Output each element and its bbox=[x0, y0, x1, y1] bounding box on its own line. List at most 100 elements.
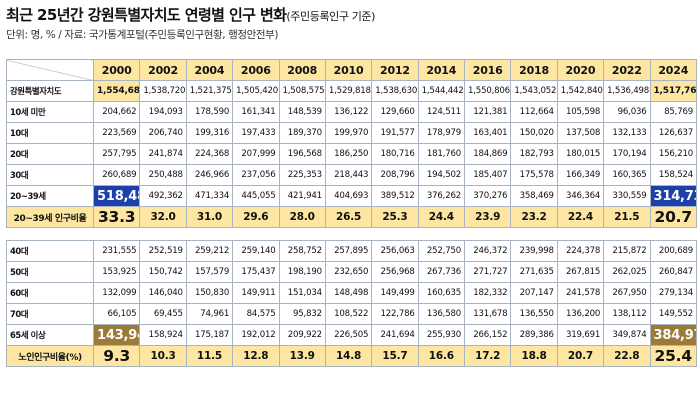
table-cell: 267,950 bbox=[603, 282, 651, 304]
table-cell: 252,750 bbox=[417, 240, 466, 262]
year-header: 2018 bbox=[510, 59, 558, 81]
table-cell: 1,543,052 bbox=[510, 80, 558, 102]
table-cell: 146,040 bbox=[139, 282, 187, 304]
table-cell: 1,554,688 bbox=[92, 80, 141, 102]
row-label: 20~39세 인구비율 bbox=[6, 206, 94, 228]
gap-cell bbox=[650, 227, 697, 241]
row-label: 50대 bbox=[6, 261, 94, 283]
table-cell: 20.7 bbox=[649, 206, 697, 228]
table-cell: 199,316 bbox=[185, 122, 234, 144]
section-gap bbox=[6, 227, 697, 241]
table-cell: 207,147 bbox=[510, 282, 558, 304]
table-cell: 74,961 bbox=[185, 303, 234, 325]
table-cell: 256,063 bbox=[371, 240, 419, 262]
table-cell: 158,924 bbox=[139, 324, 187, 346]
year-header: 2010 bbox=[324, 59, 373, 81]
table-cell: 215,872 bbox=[603, 240, 651, 262]
table-cell: 153,925 bbox=[92, 261, 141, 283]
data-row: 40대 231,555 252,519 259,212 259,140 258,752 25… bbox=[6, 240, 697, 262]
table-cell: 445,055 bbox=[232, 185, 280, 207]
table-cell: 15.7 bbox=[371, 345, 419, 367]
table-cell: 241,694 bbox=[371, 324, 419, 346]
table-cell: 136,122 bbox=[324, 101, 373, 123]
table-cell: 124,511 bbox=[417, 101, 466, 123]
table-cell: 108,522 bbox=[324, 303, 373, 325]
table-cell: 224,368 bbox=[185, 143, 234, 165]
row-label: 65세 이상 bbox=[6, 324, 94, 346]
table-cell: 518,484 bbox=[92, 185, 141, 207]
table-cell: 258,752 bbox=[278, 240, 326, 262]
table-cell: 1,544,442 bbox=[417, 80, 466, 102]
table-cell: 126,637 bbox=[649, 122, 697, 144]
data-row: 70대 66,105 69,455 74,961 84,575 95,832 108,522… bbox=[6, 303, 697, 325]
table-cell: 226,505 bbox=[324, 324, 373, 346]
table-cell: 271,635 bbox=[510, 261, 558, 283]
table-cell: 136,580 bbox=[417, 303, 466, 325]
table-cell: 150,830 bbox=[185, 282, 234, 304]
table-cell: 207,999 bbox=[232, 143, 280, 165]
table-cell: 10.3 bbox=[139, 345, 187, 367]
table-cell: 237,056 bbox=[232, 164, 280, 186]
table-cell: 1,536,498 bbox=[603, 80, 651, 102]
table-cell: 136,200 bbox=[556, 303, 605, 325]
table-cell: 319,691 bbox=[556, 324, 605, 346]
row-label: 10대 bbox=[6, 122, 94, 144]
table-cell: 26.5 bbox=[324, 206, 373, 228]
table-cell: 271,727 bbox=[463, 261, 512, 283]
table-cell: 25.3 bbox=[371, 206, 419, 228]
table-cell: 22.4 bbox=[556, 206, 605, 228]
title-text: 최근 25년간 강원특별자치도 연령별 인구 변화 bbox=[6, 6, 287, 24]
table-cell: 156,210 bbox=[649, 143, 697, 165]
table-cell: 314,734 bbox=[649, 185, 697, 207]
table-cell: 389,512 bbox=[371, 185, 419, 207]
table-cell: 384,970 bbox=[649, 324, 697, 346]
table-cell: 122,786 bbox=[371, 303, 419, 325]
table-cell: 421,941 bbox=[278, 185, 326, 207]
table-cell: 16.6 bbox=[417, 345, 466, 367]
table-cell: 95,832 bbox=[278, 303, 326, 325]
table-cell: 349,874 bbox=[603, 324, 651, 346]
table-cell: 358,469 bbox=[510, 185, 558, 207]
table-cell: 166,349 bbox=[556, 164, 605, 186]
gap-cell bbox=[371, 227, 419, 241]
table-cell: 204,662 bbox=[92, 101, 141, 123]
table-cell: 23.9 bbox=[463, 206, 512, 228]
table-cell: 252,519 bbox=[139, 240, 187, 262]
table-cell: 182,332 bbox=[463, 282, 512, 304]
table-cell: 200,689 bbox=[649, 240, 697, 262]
table-cell: 69,455 bbox=[139, 303, 187, 325]
table-cell: 182,793 bbox=[510, 143, 558, 165]
table-cell: 96,036 bbox=[603, 101, 651, 123]
table-cell: 197,433 bbox=[232, 122, 280, 144]
table-cell: 192,012 bbox=[232, 324, 280, 346]
table-cell: 105,598 bbox=[556, 101, 605, 123]
table-cell: 232,650 bbox=[324, 261, 373, 283]
gap-cell bbox=[279, 227, 326, 241]
table-cell: 9.3 bbox=[92, 345, 141, 367]
table-cell: 1,550,806 bbox=[463, 80, 512, 102]
table-cell: 180,716 bbox=[371, 143, 419, 165]
year-header: 2002 bbox=[139, 59, 187, 81]
table-cell: 180,015 bbox=[556, 143, 605, 165]
ratio-row: 노인인구비율(%) 9.3 10.3 11.5 12.8 13.9 14.8 15.7 16.6… bbox=[6, 345, 697, 367]
table-cell: 246,372 bbox=[463, 240, 512, 262]
table-cell: 129,660 bbox=[371, 101, 419, 123]
table-cell: 260,689 bbox=[92, 164, 141, 186]
row-label: 강원특별자치도 bbox=[6, 80, 94, 102]
ratio-row: 20~39세 인구비율 33.3 32.0 31.0 29.6 28.0 26.5 25.3 2… bbox=[6, 206, 697, 228]
table-cell: 148,498 bbox=[324, 282, 373, 304]
table-cell: 138,112 bbox=[603, 303, 651, 325]
row-label: 70대 bbox=[6, 303, 94, 325]
table-cell: 17.2 bbox=[463, 345, 512, 367]
gap-cell bbox=[464, 227, 511, 241]
table-cell: 132,099 bbox=[92, 282, 141, 304]
table-cell: 241,578 bbox=[556, 282, 605, 304]
table-cell: 208,796 bbox=[371, 164, 419, 186]
table-cell: 250,488 bbox=[139, 164, 187, 186]
table-cell: 21.5 bbox=[603, 206, 651, 228]
table-cell: 1,505,420 bbox=[232, 80, 280, 102]
table-cell: 20.7 bbox=[556, 345, 605, 367]
table-cell: 267,736 bbox=[417, 261, 466, 283]
table-cell: 22.8 bbox=[603, 345, 651, 367]
